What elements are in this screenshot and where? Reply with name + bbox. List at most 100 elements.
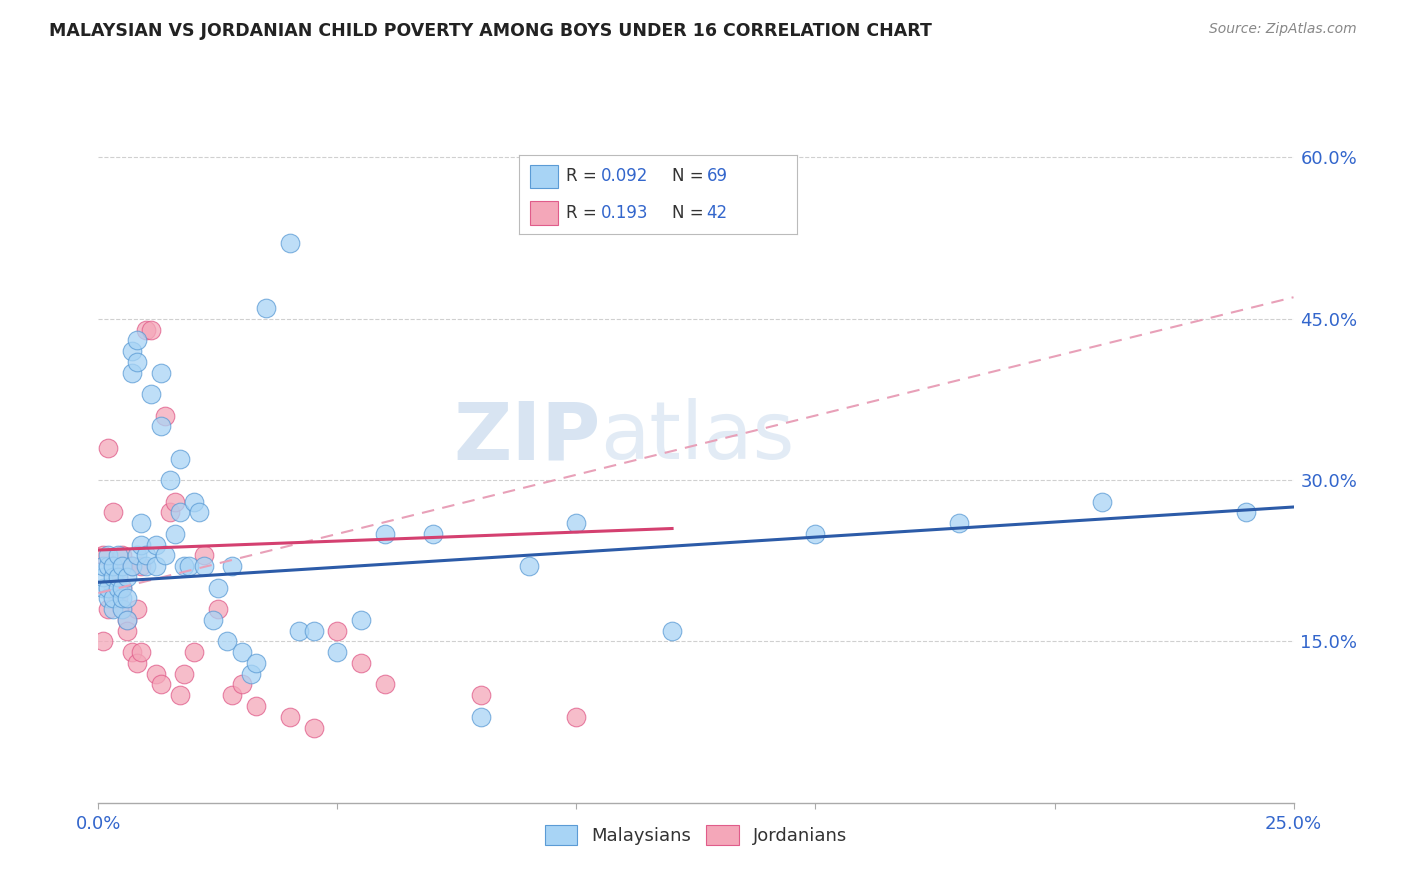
Point	[121, 366, 143, 380]
Point	[125, 656, 148, 670]
Point	[135, 559, 157, 574]
Point	[350, 656, 373, 670]
Point	[145, 538, 167, 552]
Point	[155, 549, 177, 563]
Point	[350, 613, 373, 627]
Point	[135, 322, 157, 336]
Text: R =: R =	[567, 168, 602, 186]
Point	[245, 656, 267, 670]
Point	[111, 559, 134, 574]
Point	[111, 581, 134, 595]
Point	[111, 591, 134, 606]
Point	[125, 333, 148, 347]
Point	[565, 710, 588, 724]
Point	[145, 666, 167, 681]
Point	[101, 581, 124, 595]
Point	[91, 581, 114, 595]
Point	[163, 494, 186, 508]
Point	[169, 451, 191, 466]
Point	[125, 549, 148, 563]
Point	[97, 591, 120, 606]
Point	[97, 559, 120, 574]
Point	[470, 710, 492, 724]
Point	[517, 559, 540, 574]
Point	[131, 645, 153, 659]
Point	[207, 602, 229, 616]
Point	[115, 624, 138, 638]
Point	[115, 591, 138, 606]
Point	[302, 624, 325, 638]
Text: 69: 69	[707, 168, 727, 186]
Point	[131, 538, 153, 552]
Point	[149, 677, 172, 691]
Point	[374, 677, 396, 691]
Point	[221, 688, 243, 702]
Point	[183, 494, 205, 508]
Text: atlas: atlas	[600, 398, 794, 476]
Point	[125, 355, 148, 369]
Point	[804, 527, 827, 541]
Point	[193, 549, 215, 563]
Point	[111, 602, 134, 616]
Point	[107, 591, 129, 606]
Point	[278, 236, 301, 251]
Point	[207, 581, 229, 595]
Point	[107, 549, 129, 563]
Point	[288, 624, 311, 638]
Point	[115, 570, 138, 584]
Point	[97, 441, 120, 455]
Point	[173, 559, 195, 574]
Point	[326, 624, 349, 638]
Point	[183, 645, 205, 659]
Point	[101, 602, 124, 616]
Text: Source: ZipAtlas.com: Source: ZipAtlas.com	[1209, 22, 1357, 37]
Point	[125, 602, 148, 616]
Point	[145, 559, 167, 574]
Point	[1234, 505, 1257, 519]
Text: MALAYSIAN VS JORDANIAN CHILD POVERTY AMONG BOYS UNDER 16 CORRELATION CHART: MALAYSIAN VS JORDANIAN CHILD POVERTY AMO…	[49, 22, 932, 40]
Point	[254, 301, 277, 315]
Point	[169, 688, 191, 702]
Point	[91, 570, 114, 584]
Point	[326, 645, 349, 659]
Point	[101, 505, 124, 519]
Point	[91, 559, 114, 574]
Point	[217, 634, 239, 648]
Point	[131, 516, 153, 530]
Point	[107, 570, 129, 584]
Point	[121, 559, 143, 574]
Point	[240, 666, 263, 681]
Point	[107, 570, 129, 584]
Point	[101, 570, 124, 584]
Point	[278, 710, 301, 724]
Point	[1091, 494, 1114, 508]
Point	[245, 698, 267, 713]
Point	[91, 634, 114, 648]
Point	[139, 322, 162, 336]
Text: R =: R =	[567, 203, 602, 222]
Point	[159, 473, 181, 487]
Text: 0.092: 0.092	[600, 168, 648, 186]
Point	[179, 559, 201, 574]
Bar	[530, 165, 558, 188]
Point	[231, 677, 253, 691]
Point	[121, 344, 143, 359]
Point	[149, 419, 172, 434]
Point	[111, 602, 134, 616]
Point	[121, 645, 143, 659]
Point	[115, 613, 138, 627]
Point	[221, 559, 243, 574]
Point	[131, 559, 153, 574]
Point	[111, 549, 134, 563]
Point	[91, 549, 114, 563]
Point	[948, 516, 970, 530]
Text: 0.193: 0.193	[600, 203, 648, 222]
Point	[231, 645, 253, 659]
Text: N =: N =	[672, 203, 709, 222]
Point	[111, 581, 134, 595]
Point	[97, 581, 120, 595]
Point	[97, 602, 120, 616]
Bar	[530, 201, 558, 225]
Point	[121, 559, 143, 574]
Point	[470, 688, 492, 702]
